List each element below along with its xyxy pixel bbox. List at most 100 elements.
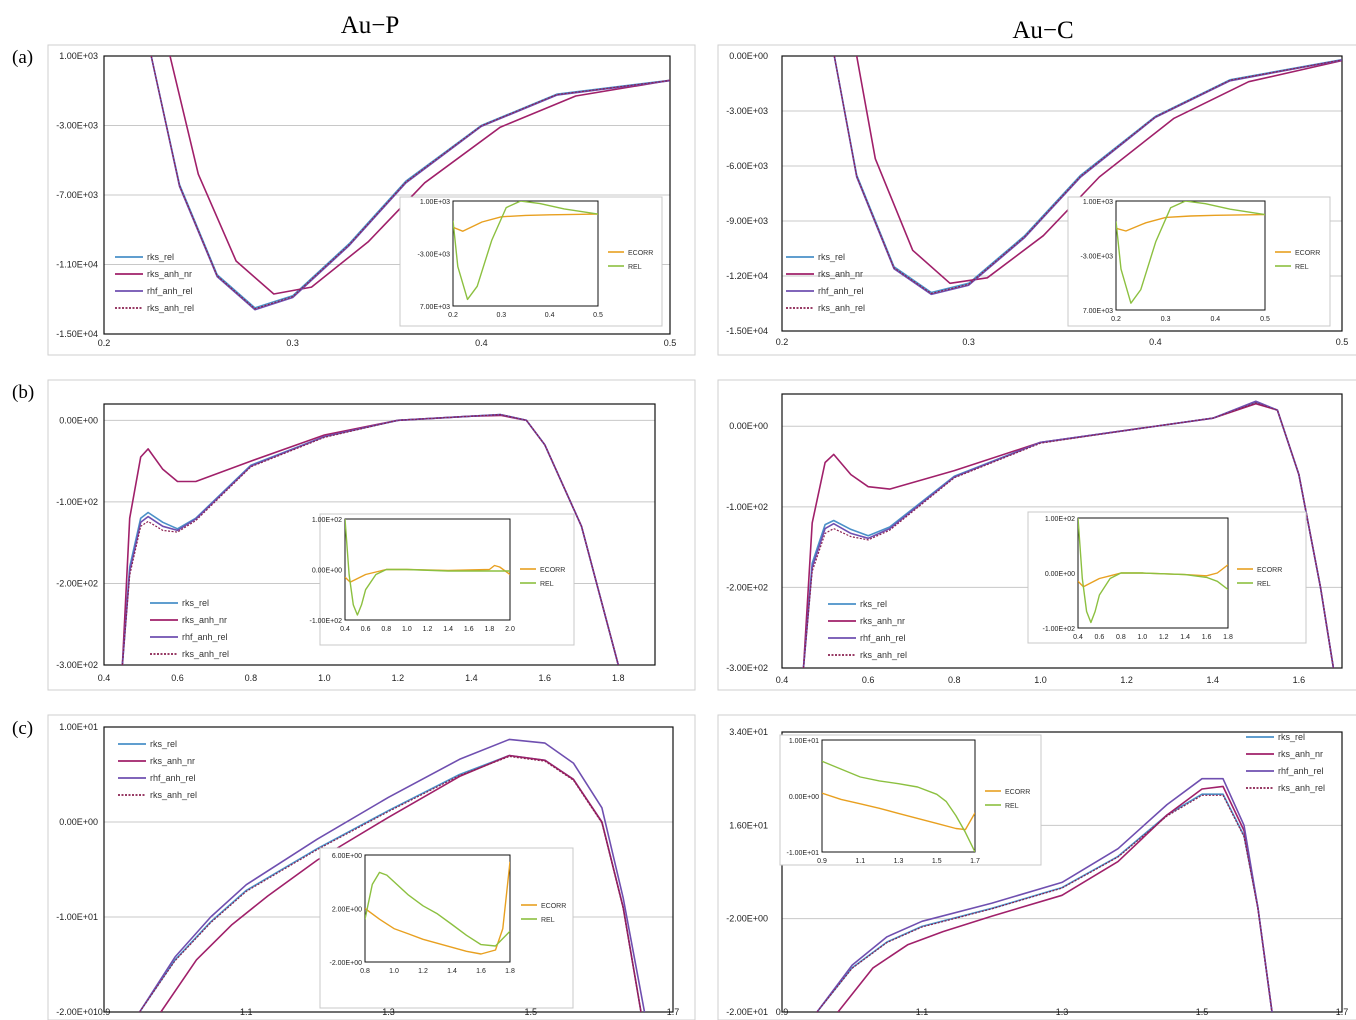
- series-line-rks-anh-rel: [833, 56, 1342, 294]
- legend-label: rhf_anh_rel: [150, 773, 196, 783]
- series-group: [1116, 201, 1265, 304]
- x-tick-label: 0.4: [545, 312, 555, 319]
- legend-label: rks_anh_nr: [182, 615, 227, 625]
- y-tick-label: -1.10E+04: [56, 260, 98, 270]
- inset-chart: 1.00E+03 -3.00E+03 7.00E+030.2 0.3 0.4 0.5 ECO…: [399, 196, 663, 327]
- x-tick-label: 0.3: [496, 312, 506, 319]
- chart-c-auc: 3.40E+01 1.60E+01 -2.00E+00 -2.00E+01 0.9 1.1…: [717, 714, 1356, 1020]
- legend-label: rks_anh_rel: [147, 303, 194, 313]
- legend-label: ECORR: [1295, 250, 1320, 257]
- inset-frame: [779, 734, 1042, 866]
- x-tick-label: 0.8: [381, 626, 391, 633]
- x-tick-label: 0.8: [948, 675, 961, 685]
- y-tick-label: -1.00E+02: [56, 497, 98, 507]
- chart-b-aup: 0.00E+00-1.00E+02-2.00E+02-3.00E+020.4 0.…: [47, 379, 696, 691]
- row-label-c: (c): [12, 718, 33, 739]
- series-group: [365, 861, 510, 955]
- x-tick-label: 1.2: [392, 673, 405, 683]
- y-tick-label: 0.00E+00: [59, 817, 98, 827]
- x-tick-label: 0.2: [1111, 316, 1121, 323]
- column-title-au-c: Au−C: [1012, 17, 1073, 44]
- legend-label: rhf_anh_rel: [1278, 766, 1324, 776]
- y-tick-label: 1.00E+02: [312, 517, 342, 524]
- x-tick-label: 0.8: [1116, 634, 1126, 641]
- x-tick-label: 1.0: [402, 626, 412, 633]
- y-tick-label: -1.20E+04: [726, 271, 768, 281]
- y-tick-label: 0.00E+00: [312, 568, 342, 575]
- inset-frame: [1067, 196, 1331, 327]
- plot-area-border: [821, 739, 976, 853]
- x-tick-label: 0.9: [817, 858, 827, 865]
- x-tick-label: 0.4: [776, 675, 789, 685]
- legend-label: REL: [1295, 264, 1309, 271]
- x-tick-label: 0.5: [593, 312, 603, 319]
- x-tick-label: 1.8: [612, 673, 625, 683]
- y-tick-label: -3.00E+03: [726, 106, 768, 116]
- x-tick-label: 0.4: [1073, 634, 1083, 641]
- series-group: [345, 519, 510, 616]
- x-tick-label: 1.0: [1137, 634, 1147, 641]
- x-tick-label: 1.8: [485, 626, 495, 633]
- series-line-rks-anh-rel: [816, 794, 1273, 1012]
- legend-label: ECORR: [541, 903, 566, 910]
- x-tick-label: 1.4: [443, 626, 453, 633]
- y-tick-label: -2.00E+01: [726, 1007, 768, 1017]
- y-tick-label: 0.00E+00: [1045, 571, 1075, 578]
- y-tick-label: 1.00E+03: [1083, 199, 1113, 206]
- y-tick-label: -3.00E+03: [1081, 254, 1114, 261]
- x-tick-label: 1.4: [447, 968, 457, 975]
- row-label-b: (b): [12, 382, 34, 403]
- row-label-a: (a): [12, 47, 33, 68]
- x-tick-label: 1.6: [539, 673, 552, 683]
- x-tick-label: 0.2: [98, 338, 111, 348]
- x-tick-label: 1.6: [1293, 675, 1306, 685]
- series-line-rel: [1116, 201, 1265, 304]
- x-tick-label: 1.0: [318, 673, 331, 683]
- x-tick-label: 0.2: [448, 312, 458, 319]
- series-group: [138, 738, 646, 1012]
- x-tick-label: 0.5: [1336, 337, 1349, 347]
- y-tick-label: 1.00E+03: [420, 199, 450, 206]
- inset-frame: [399, 196, 663, 327]
- legend-label: ECORR: [540, 567, 565, 574]
- y-tick-label: -2.00E+02: [56, 578, 98, 588]
- plot-area-border: [103, 403, 656, 666]
- y-tick-label: -1.50E+04: [726, 326, 768, 336]
- y-tick-label: 0.00E+00: [729, 421, 768, 431]
- legend-label: rhf_anh_rel: [818, 286, 864, 296]
- series-line-ecorr: [822, 792, 975, 831]
- plot-area-border: [1077, 517, 1229, 629]
- x-tick-label: 0.5: [1260, 316, 1270, 323]
- y-tick-label: -3.00E+02: [726, 663, 768, 673]
- inset-chart: 6.00E+00 2.00E+00 -2.00E+000.8 1.0 1.2 1.4 1.6…: [319, 847, 574, 1009]
- y-tick-label: 1.00E+01: [59, 722, 98, 732]
- y-tick-label: -1.00E+02: [726, 502, 768, 512]
- x-tick-label: 0.6: [361, 626, 371, 633]
- series-line-rks-anh-rel: [802, 402, 1334, 668]
- chart-c-aup: 1.00E+010.00E+00-1.00E+01-2.00E+01 0.9 1.1…: [47, 714, 696, 1020]
- legend-label: rks_anh_nr: [147, 269, 192, 279]
- chart-a-auc: 0.00E+00 -3.00E+03 -6.00E+03 -9.00E+03 -1.20…: [717, 44, 1356, 356]
- legend-label: rks_anh_nr: [1278, 749, 1323, 759]
- x-tick-label: 0.4: [475, 338, 488, 348]
- x-tick-label: 1.4: [465, 673, 478, 683]
- series-group: [121, 413, 620, 665]
- inset-chart: 1.00E+02 0.00E+00 -1.00E+020.4 0.6 0.8 1.0 1.2…: [1027, 511, 1307, 644]
- legend-label: ECORR: [628, 250, 653, 257]
- x-tick-label: 0.4: [340, 626, 350, 633]
- legend-label: rks_anh_nr: [150, 756, 195, 766]
- legend-label: ECORR: [1005, 789, 1030, 796]
- y-tick-label: -2.00E+00: [330, 960, 363, 967]
- legend-label: rks_anh_nr: [818, 269, 863, 279]
- plot-area-border: [344, 518, 511, 621]
- y-tick-label: 1.60E+01: [729, 820, 768, 830]
- y-tick-label: -6.00E+03: [726, 161, 768, 171]
- series-line-rel: [1078, 518, 1228, 624]
- y-tick-label: -2.00E+00: [726, 914, 768, 924]
- x-tick-label: 0.4: [1149, 337, 1162, 347]
- y-tick-label: -1.00E+02: [310, 618, 343, 625]
- series-group: [150, 56, 670, 311]
- series-group: [453, 201, 598, 301]
- plot-area-border: [103, 726, 674, 1013]
- y-tick-label: 6.00E+00: [332, 853, 362, 860]
